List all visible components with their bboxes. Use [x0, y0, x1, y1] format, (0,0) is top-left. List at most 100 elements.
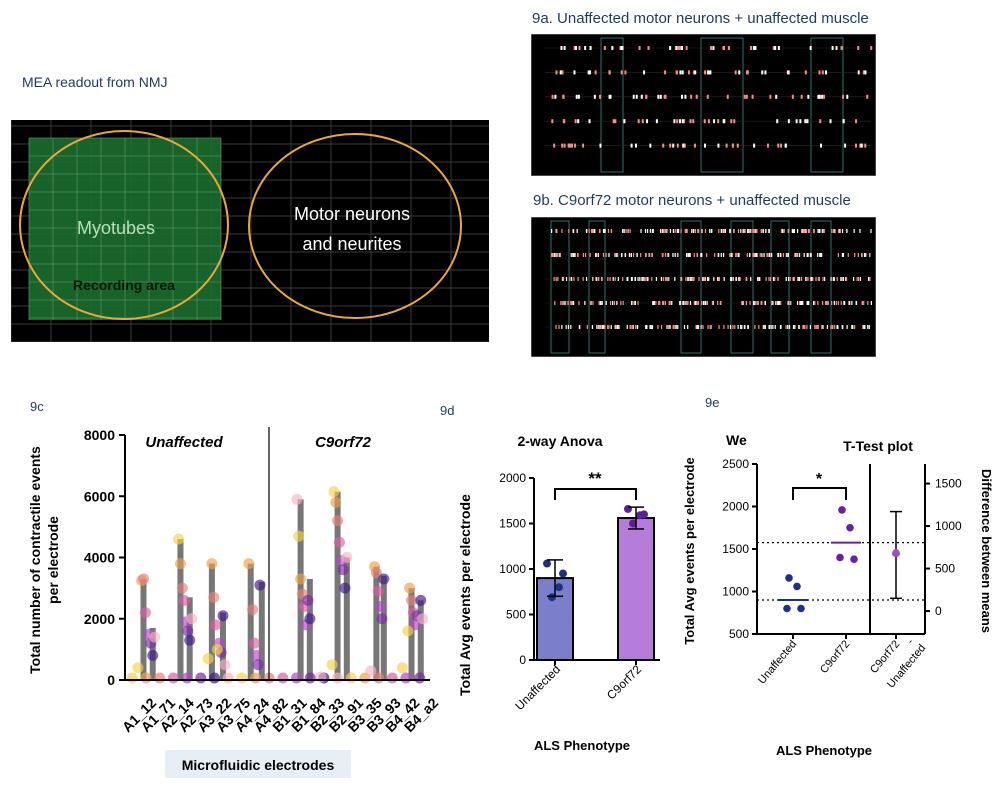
- raster-spike: [638, 46, 641, 50]
- raster-spike: [762, 229, 764, 233]
- raster-spike: [717, 277, 719, 281]
- raster-spike: [622, 301, 624, 305]
- raster-spike: [774, 277, 776, 281]
- raster-spike: [821, 70, 824, 75]
- raster-spike: [735, 253, 737, 257]
- raster-spike: [731, 143, 734, 148]
- raster-spike: [855, 301, 858, 305]
- baseline-point-9c: [208, 672, 220, 684]
- raster-spike: [689, 253, 691, 257]
- raster-spike: [861, 253, 863, 257]
- raster-spike: [814, 301, 816, 305]
- raster-spike: [675, 46, 678, 50]
- raster-spike: [772, 46, 775, 50]
- data-point-9c: [406, 594, 418, 606]
- raster-spike: [787, 277, 790, 281]
- raster-spike: [621, 253, 623, 257]
- raster-spike: [841, 253, 844, 257]
- raster-spike: [646, 229, 649, 233]
- raster-spike: [695, 325, 697, 329]
- raster-spike: [563, 119, 566, 124]
- raster-spike: [704, 277, 706, 281]
- raster-spike: [639, 277, 641, 281]
- raster-spike: [789, 277, 791, 281]
- raster-spike: [702, 301, 705, 305]
- y-tick-label-right-9e: 1000: [935, 519, 962, 533]
- raster-spike: [575, 94, 578, 99]
- raster-spike: [717, 143, 720, 148]
- group-label-unaffected: Unaffected: [145, 434, 223, 451]
- raster-spike: [730, 277, 733, 281]
- raster-spike: [775, 94, 778, 99]
- raster-spike: [853, 229, 855, 233]
- raster-spike: [798, 325, 801, 329]
- raster-spike: [769, 277, 772, 281]
- raster-spike: [821, 229, 823, 233]
- raster-spike: [831, 46, 834, 50]
- raster-spike: [560, 301, 562, 305]
- y-tick-label-9c: 4000: [84, 550, 115, 566]
- raster-spike: [655, 119, 658, 124]
- raster-spike: [649, 253, 651, 257]
- y-tick-label-right-9e: 1500: [935, 477, 962, 491]
- raster-spike: [582, 277, 584, 281]
- raster-spike: [562, 94, 565, 99]
- title-9d: 2-way Anova: [517, 433, 602, 449]
- raster-spike: [837, 301, 839, 305]
- raster-spike: [616, 253, 618, 257]
- raster-spike: [621, 46, 624, 50]
- raster-spike: [729, 229, 731, 233]
- y-tick-label-9d: 1500: [499, 517, 526, 531]
- raster-spike: [577, 277, 579, 281]
- raster-spike: [855, 119, 858, 124]
- raster-spike: [594, 70, 597, 75]
- raster-spike: [645, 253, 647, 257]
- raster-spike: [788, 325, 791, 329]
- raster-spike: [706, 94, 709, 99]
- raster-spike: [730, 119, 733, 124]
- raster-spike: [803, 253, 805, 257]
- raster-spike: [582, 253, 585, 257]
- raster-spike: [869, 277, 871, 281]
- raster-spike: [697, 229, 699, 233]
- raster-spike: [839, 229, 841, 233]
- raster-spike: [733, 229, 735, 233]
- raster-spike: [817, 229, 819, 233]
- raster-spike: [819, 253, 821, 257]
- raster-spike: [582, 143, 585, 148]
- raster-spike: [573, 70, 576, 75]
- raster-spike: [764, 70, 767, 75]
- raster-spike: [845, 277, 848, 281]
- raster-spike: [802, 301, 804, 305]
- raster-spike: [610, 325, 612, 329]
- raster-spike: [796, 301, 799, 305]
- raster-spike: [612, 301, 614, 305]
- raster-spike: [565, 277, 568, 281]
- data-point-9e: [785, 574, 793, 582]
- raster-spike: [737, 325, 739, 329]
- baseline-point-9c: [414, 672, 426, 684]
- raster-spike: [868, 253, 871, 257]
- data-point-9c: [409, 619, 421, 631]
- raster-spike: [666, 325, 668, 329]
- data-point-9c: [302, 594, 314, 606]
- raster-spike: [788, 229, 790, 233]
- raster-spike: [641, 277, 643, 281]
- raster-spike: [764, 301, 766, 305]
- raster-spike: [796, 253, 798, 257]
- raster-spike: [672, 253, 674, 257]
- data-point-9c: [330, 496, 342, 508]
- baseline-point-9c: [345, 672, 357, 684]
- raster-spike: [609, 301, 612, 305]
- raster-spike: [680, 277, 682, 281]
- raster-spike: [703, 277, 705, 281]
- raster-spike: [685, 253, 688, 257]
- raster-spike: [727, 325, 729, 329]
- y-tick-label-9d: 500: [506, 608, 526, 622]
- raster-spike: [562, 277, 564, 281]
- raster-spike: [787, 70, 790, 75]
- raster-spike: [766, 143, 769, 148]
- raster-spike: [634, 143, 637, 148]
- raster-spike: [842, 277, 845, 281]
- y-tick-label-9e: 1000: [722, 585, 749, 599]
